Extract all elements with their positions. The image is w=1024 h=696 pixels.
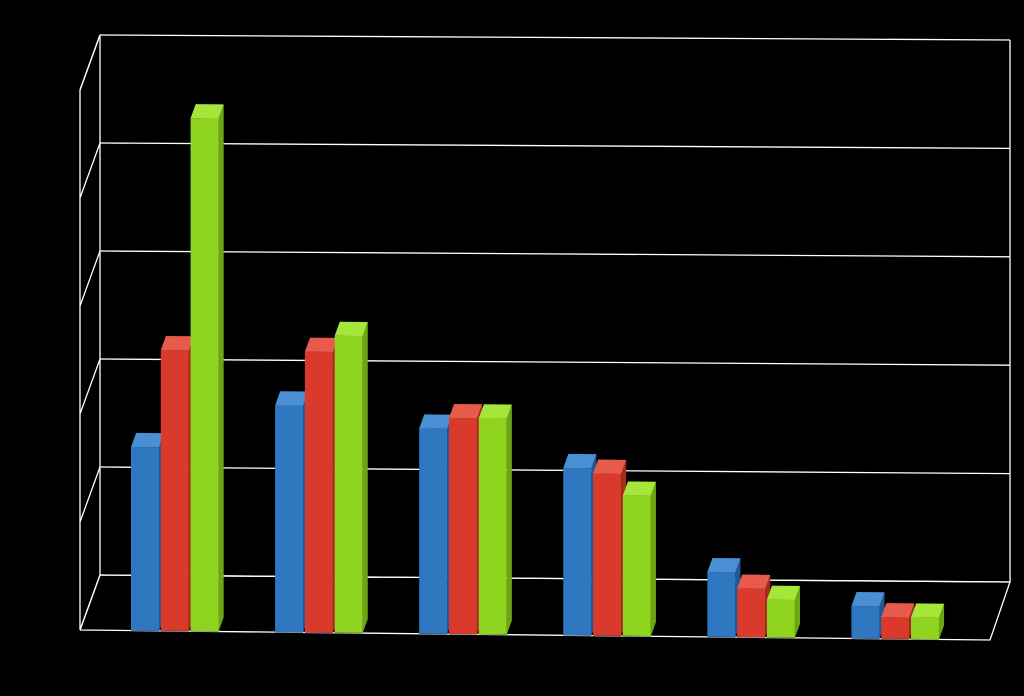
bar-chart-3d xyxy=(0,0,1024,696)
chart-svg xyxy=(0,0,1024,696)
